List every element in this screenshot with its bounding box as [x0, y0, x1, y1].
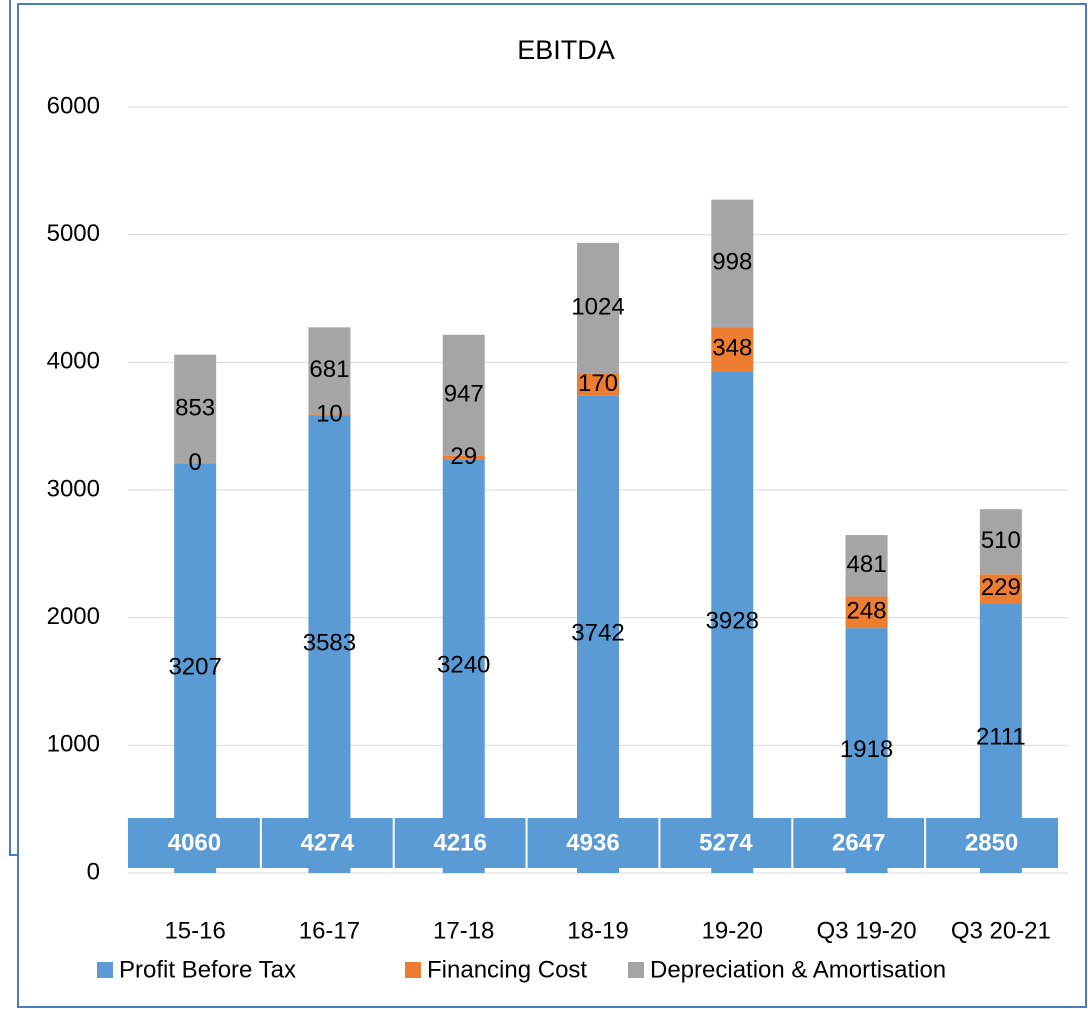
bar-segment	[442, 455, 485, 460]
legend-swatch	[97, 962, 113, 978]
bar-segment	[174, 354, 217, 464]
total-cell: 4216	[433, 829, 486, 856]
legend-label: Financing Cost	[427, 956, 587, 983]
y-tick-label: 5000	[47, 220, 100, 247]
data-label: 248	[847, 598, 887, 625]
bar-segment	[711, 327, 754, 372]
bar-segment	[577, 242, 619, 374]
bar-segment	[845, 596, 888, 629]
data-label: 29	[450, 443, 477, 470]
bar-segment	[577, 395, 619, 873]
bar-segment	[308, 415, 351, 873]
bar-segment	[442, 334, 485, 456]
data-label: 348	[712, 335, 752, 362]
data-label: 0	[188, 449, 201, 476]
x-tick-label: Q3 20-21	[951, 917, 1051, 944]
bar-segment	[979, 509, 1022, 575]
data-label: 1918	[840, 736, 893, 763]
data-label: 481	[847, 551, 887, 578]
y-tick-label: 6000	[47, 92, 100, 119]
bar-segment	[711, 371, 754, 873]
bar-segment	[845, 535, 888, 597]
data-label: 170	[578, 370, 618, 397]
data-label: 998	[712, 249, 752, 276]
y-tick-label: 4000	[47, 348, 100, 375]
totals-table	[128, 818, 1058, 868]
x-tick-label: 16-17	[299, 917, 360, 944]
bar-segment	[711, 199, 754, 328]
y-tick-label: 2000	[47, 603, 100, 630]
bar-segment	[174, 463, 217, 873]
x-tick-label: 19-20	[702, 917, 763, 944]
data-label: 3928	[706, 608, 759, 635]
x-tick-label: 15-16	[164, 917, 225, 944]
data-label: 3742	[571, 619, 624, 646]
data-label: 1024	[571, 294, 624, 321]
data-label: 3583	[303, 630, 356, 657]
legend-label: Profit Before Tax	[119, 956, 296, 983]
frame-left	[9, 0, 18, 856]
x-tick-label: 17-18	[433, 917, 494, 944]
bar-segment	[308, 327, 351, 415]
total-cell: 2647	[832, 829, 885, 856]
total-cell: 4060	[168, 829, 221, 856]
chart-title: EBITDA	[517, 35, 615, 65]
data-label: 229	[981, 574, 1021, 601]
frame	[17, 3, 1087, 1008]
y-tick-label: 0	[87, 858, 100, 885]
data-label: 3240	[437, 652, 490, 679]
legend-label: Depreciation & Amortisation	[650, 956, 946, 983]
data-label: 681	[309, 356, 349, 383]
legend-swatch	[628, 962, 644, 978]
data-label: 947	[444, 381, 484, 408]
total-cell: 5274	[699, 829, 753, 856]
bar-segment	[577, 373, 619, 396]
data-label: 853	[175, 394, 215, 421]
bar-segment	[308, 414, 351, 416]
y-tick-label: 3000	[47, 475, 100, 502]
total-cell: 2850	[965, 829, 1018, 856]
total-cell: 4274	[301, 829, 355, 856]
bar-segment	[979, 574, 1022, 604]
data-label: 2111	[976, 724, 1026, 751]
data-label: 510	[981, 527, 1021, 554]
bar-segment	[442, 459, 485, 873]
total-cell: 4936	[566, 829, 619, 856]
data-label: 10	[316, 400, 343, 427]
x-tick-label: Q3 19-20	[817, 917, 917, 944]
legend-swatch	[405, 962, 421, 978]
x-tick-label: 18-19	[567, 917, 628, 944]
y-tick-label: 1000	[47, 731, 100, 758]
data-label: 3207	[168, 654, 221, 681]
